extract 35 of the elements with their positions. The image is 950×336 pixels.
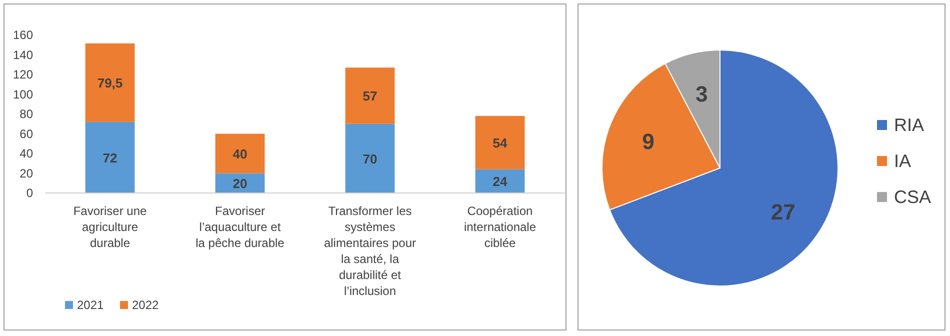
data-label: 72 [102, 150, 118, 166]
x-tick-label: Favoriser une agriculture durable [73, 204, 148, 250]
y-tick-label: 100 [12, 87, 34, 102]
x-tick-label: Coopération internationale ciblée [464, 204, 536, 250]
data-label: 27 [770, 200, 796, 225]
bar [345, 68, 395, 124]
data-label: 9 [642, 128, 654, 154]
y-tick-label: 20 [20, 166, 34, 180]
bar [345, 124, 395, 193]
x-tick-label: Favoriser l’aquaculture et la pêche durable [196, 204, 285, 250]
bar [85, 122, 135, 193]
y-tick-label: 0 [26, 186, 34, 200]
bar [215, 134, 265, 174]
legend-label: IA [894, 151, 912, 171]
y-tick-label: 140 [12, 48, 34, 62]
y-tick-label: 120 [12, 68, 34, 82]
y-tick-label: 60 [20, 126, 34, 141]
bar [85, 43, 135, 122]
bar [475, 116, 525, 170]
legend-label: 2021 [77, 298, 104, 312]
y-tick-label: 40 [20, 146, 34, 160]
data-label: 54 [492, 136, 508, 151]
data-label: 24 [492, 174, 508, 190]
x-tick-label: Transformer les systèmes alimentaires pour la santé, la durabilité et l’inclusion [324, 204, 416, 298]
data-label: 70 [362, 151, 378, 166]
legend-label: CSA [894, 187, 932, 207]
data-label: 3 [696, 82, 708, 107]
data-label: 79,5 [97, 76, 123, 91]
data-label: 20 [232, 176, 248, 192]
data-label: 40 [232, 146, 248, 162]
y-tick-label: 160 [12, 28, 34, 42]
data-label: 57 [362, 88, 378, 104]
legend-label: 2022 [132, 298, 160, 312]
y-tick-label: 80 [20, 107, 34, 121]
legend-label: RIA [894, 115, 924, 135]
